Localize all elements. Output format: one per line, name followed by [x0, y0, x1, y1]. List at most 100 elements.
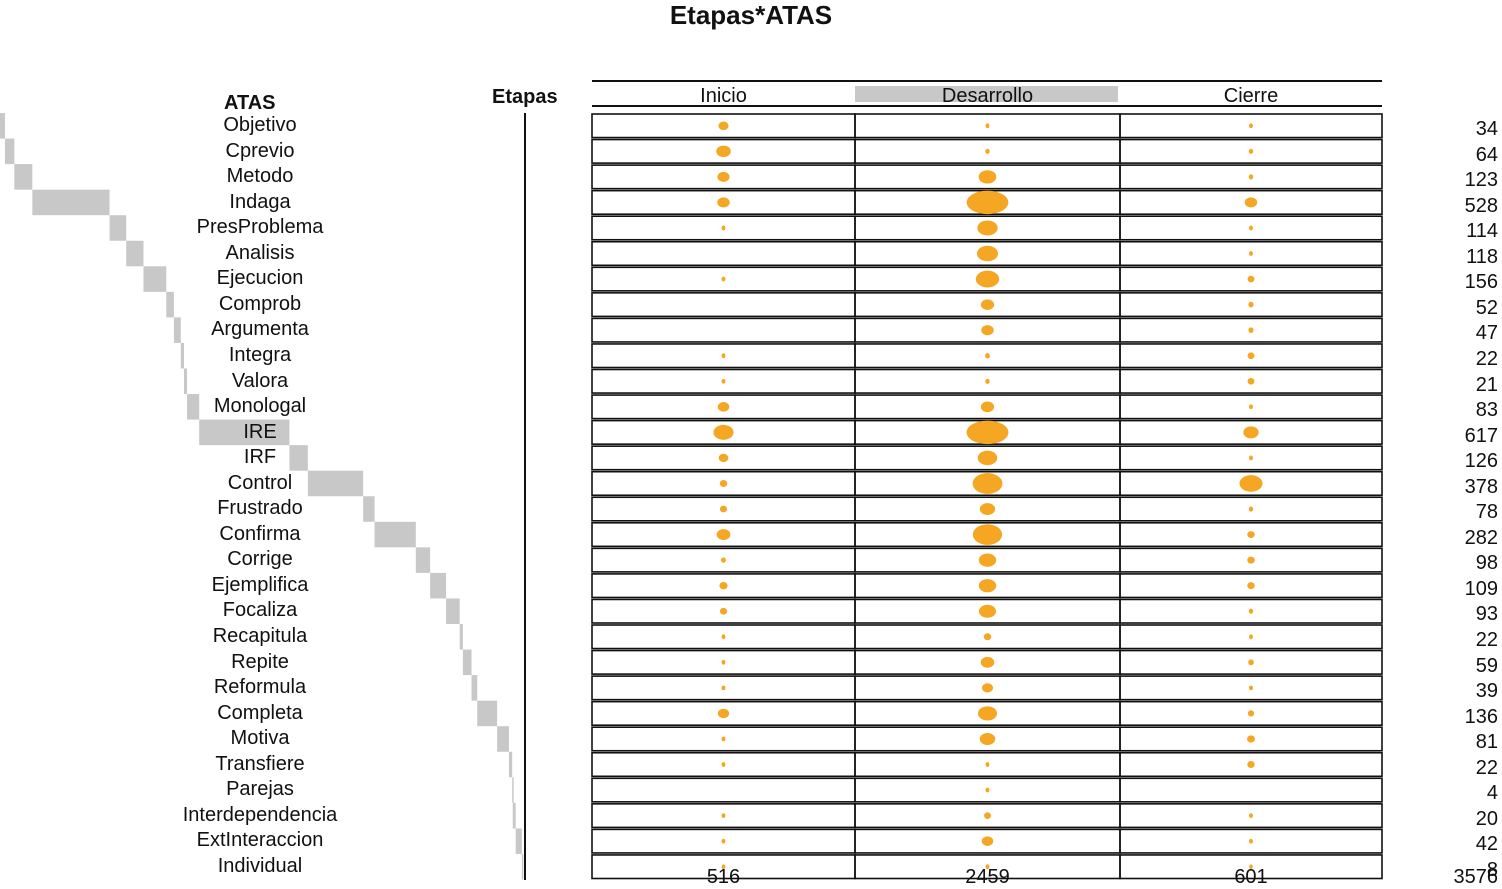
bubble-irf-cierre: [1249, 455, 1253, 461]
row-label-ejecucion: Ejecucion: [216, 267, 304, 290]
row-margin-bar: [363, 496, 375, 522]
bubble-repite-cierre: [1248, 659, 1254, 666]
grid-cell: [1119, 828, 1383, 854]
grid-cell: [1119, 240, 1383, 267]
bubble-control-inicio: [719, 479, 728, 487]
bubble-individual-cierre: [1249, 864, 1253, 870]
row-label-presproblema: PresProblema: [196, 216, 324, 239]
row-margin-bar: [14, 164, 33, 190]
bubble-individual-desarrollo: [985, 864, 990, 870]
row-label-ejemplifica: Ejemplifica: [211, 573, 309, 596]
bubble-completa-cierre: [1247, 710, 1255, 717]
bubble-corrige-inicio: [721, 557, 726, 563]
bubble-transfiere-desarrollo: [985, 762, 990, 767]
row-total-completa: 136: [1464, 705, 1498, 728]
grid-cell: [1119, 675, 1383, 701]
grid-cell: [1119, 189, 1383, 215]
bubble-analisis-desarrollo: [976, 245, 999, 262]
row-total-recapitula: 22: [1475, 629, 1498, 651]
grid-cell: [1119, 624, 1383, 650]
row-total-valora: 21: [1475, 373, 1498, 396]
row-label-comprob: Comprob: [218, 292, 302, 315]
row-total-presproblema: 114: [1466, 220, 1498, 243]
row-margin-bar: [521, 853, 524, 880]
row-total-confirma: 282: [1464, 526, 1498, 549]
row-label-control: Control: [227, 471, 293, 494]
bubble-confirma-desarrollo: [972, 524, 1003, 545]
row-margin-bar: [374, 521, 416, 548]
bubble-interdependencia-cierre: [1249, 813, 1253, 819]
bubble-interdependencia-inicio: [721, 813, 726, 819]
bubble-motiva-desarrollo: [979, 732, 996, 745]
row-margin-bar: [512, 802, 516, 829]
row-label-monologal: Monologal: [213, 395, 307, 418]
row-margin-bar: [477, 700, 498, 727]
bubble-confirma-inicio: [716, 529, 731, 541]
row-total-analisis: 118: [1466, 245, 1498, 268]
bubble-transfiere-inicio: [721, 762, 726, 767]
row-total-parejas: 4: [1486, 782, 1498, 805]
bubble-metodo-inicio: [717, 171, 730, 182]
bubble-frustrado-desarrollo: [979, 503, 996, 515]
bubble-frustrado-inicio: [719, 505, 728, 513]
bubble-completa-desarrollo: [977, 706, 998, 721]
row-margin-bar: [415, 547, 431, 573]
grid-cell: [1119, 803, 1383, 829]
bubble-individual-inicio: [721, 864, 726, 870]
bubble-integra-cierre: [1247, 352, 1255, 360]
bubble-reformula-cierre: [1249, 685, 1253, 691]
row-label-argumenta: Argumenta: [211, 318, 309, 341]
grid-cell: [1119, 547, 1383, 573]
bubble-ejemplifica-cierre: [1247, 582, 1255, 590]
bubble-analisis-cierre: [1249, 251, 1253, 256]
row-margin-bar: [289, 445, 308, 471]
column-label-inicio: Inicio: [700, 85, 747, 107]
bubble-objetivo-inicio: [718, 121, 729, 131]
grid-cell: [1119, 317, 1383, 343]
bubble-completa-inicio: [717, 708, 730, 719]
row-margin-bar: [459, 624, 463, 650]
bubble-cprevio-inicio: [716, 145, 731, 158]
row-total-repite: 59: [1475, 654, 1498, 677]
row-total-individual: 8: [1486, 858, 1498, 881]
bubble-reformula-inicio: [721, 685, 726, 691]
row-total-focaliza: 93: [1475, 603, 1498, 626]
grid-cell: [591, 292, 856, 318]
grid-cell: [1119, 113, 1383, 139]
bubble-indaga-desarrollo: [966, 190, 1009, 215]
column-band-desarrollo: [855, 86, 1118, 102]
row-label-parejas: Parejas: [226, 778, 294, 801]
grid-cell: [1119, 215, 1383, 241]
bubble-metodo-cierre: [1248, 174, 1254, 180]
bubble-indaga-cierre: [1244, 197, 1258, 208]
column-label-desarrollo: Desarrollo: [941, 85, 1034, 107]
bubble-valora-inicio: [721, 378, 726, 384]
bubble-ejemplifica-desarrollo: [978, 579, 997, 593]
row-label-ire: IRE: [243, 420, 277, 443]
row-margin-bar: [4, 138, 15, 165]
bubble-ejecucion-inicio: [721, 276, 726, 282]
grid-cell: [591, 317, 856, 343]
bubble-presproblema-cierre: [1249, 225, 1253, 231]
bubble-confirma-cierre: [1247, 531, 1255, 539]
bubble-frustrado-cierre: [1248, 506, 1254, 512]
row-label-interdependencia: Interdependencia: [182, 803, 338, 826]
bubble-control-cierre: [1239, 475, 1263, 492]
grid-cell: [1119, 598, 1383, 624]
row-total-metodo: 123: [1464, 169, 1498, 192]
grid-cell: [1119, 573, 1383, 599]
row-label-integra: Integra: [228, 343, 292, 366]
bubble-reformula-desarrollo: [982, 683, 993, 693]
grid-cell: [1119, 700, 1383, 727]
row-label-irf: IRF: [243, 446, 277, 469]
row-label-metodo: Metodo: [226, 165, 294, 188]
bubble-ire-desarrollo: [966, 420, 1009, 445]
bubble-argumenta-desarrollo: [981, 325, 994, 336]
row-margin-bar: [508, 751, 513, 778]
grid-cell: [1119, 164, 1383, 190]
bubble-valora-desarrollo: [985, 378, 990, 384]
bubble-comprob-desarrollo: [980, 299, 995, 310]
row-total-irf: 126: [1464, 450, 1498, 473]
bubble-comprob-cierre: [1248, 301, 1254, 308]
